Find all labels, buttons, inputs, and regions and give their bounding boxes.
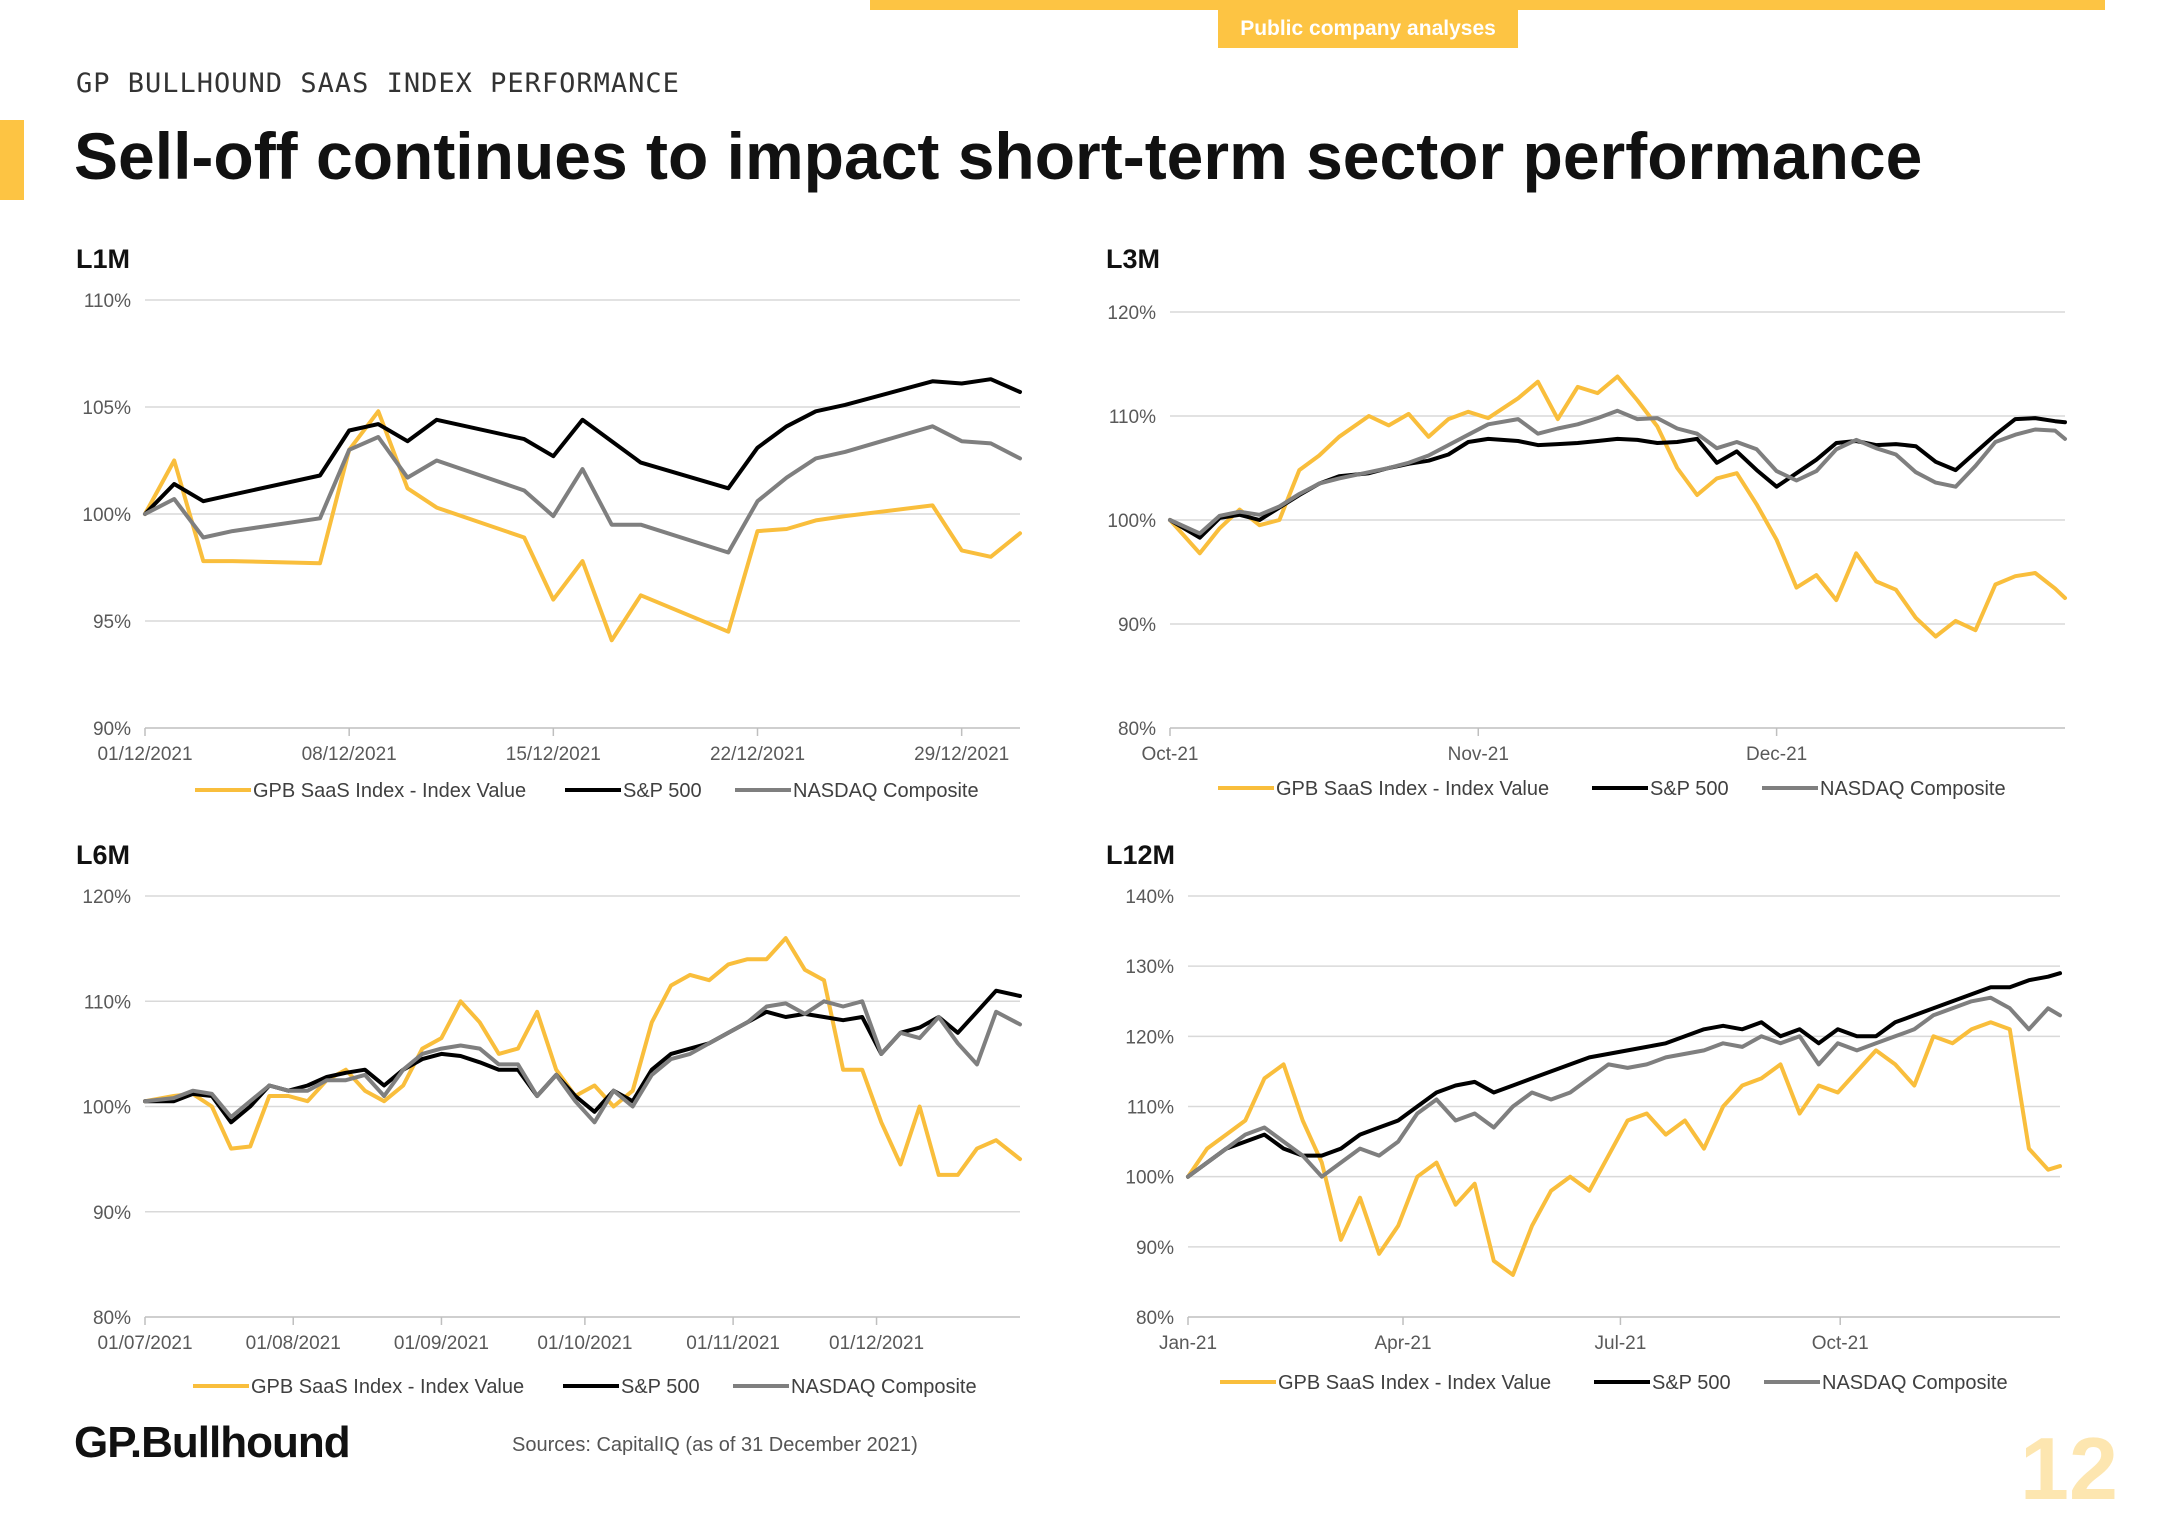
- page-number: 12: [2020, 1419, 2118, 1518]
- l12m-y-tick-label: 130%: [1125, 957, 1174, 978]
- l6m-y-tick-label: 80%: [93, 1308, 131, 1329]
- l6m-y-tick-label: 110%: [84, 992, 131, 1013]
- l6m-series-gpb-line: [143, 936, 1022, 1177]
- l3m-legend-sp500-label: S&P 500: [1650, 778, 1729, 800]
- l3m-series-gpb-line: [1168, 374, 2067, 639]
- l12m-y-tick-label: 140%: [1125, 887, 1174, 908]
- l6m-series-nasdaq-line: [143, 999, 1022, 1125]
- panel-label-l12m: L12M: [1106, 840, 1176, 870]
- l1m-x-tick-label: 22/12/2021: [710, 744, 805, 765]
- l6m-x-tick-label: 01/09/2021: [394, 1333, 489, 1354]
- l12m-legend-sp500-label: S&P 500: [1652, 1372, 1731, 1394]
- l6m-x-tick-label: 01/07/2021: [97, 1333, 192, 1354]
- l3m-y-tick-label: 80%: [1118, 719, 1156, 740]
- l6m-series-sp500-line: [143, 988, 1022, 1125]
- panel-label-l6m: L6M: [76, 840, 130, 870]
- l3m-x-tick-label: Oct-21: [1141, 744, 1198, 765]
- l6m-legend-sp500-label: S&P 500: [621, 1376, 700, 1398]
- l12m-x-tick-label: Jul-21: [1595, 1333, 1647, 1354]
- l6m-legend-gpb-label: GPB SaaS Index - Index Value: [251, 1376, 524, 1398]
- panel-label-l3m: L3M: [1106, 244, 1160, 274]
- l12m-x-tick-label: Apr-21: [1374, 1333, 1431, 1354]
- l12m-y-tick-label: 90%: [1136, 1238, 1174, 1259]
- top-accent-bar: [870, 0, 2105, 10]
- l1m-legend-sp500-label: S&P 500: [623, 780, 702, 802]
- l3m-y-tick-label: 90%: [1118, 615, 1156, 636]
- l12m-y-tick-label: 80%: [1136, 1308, 1174, 1329]
- l1m-y-tick-label: 95%: [93, 612, 131, 633]
- l1m-legend-gpb-label: GPB SaaS Index - Index Value: [253, 780, 526, 802]
- l3m-y-tick-label: 120%: [1107, 303, 1156, 324]
- l3m-legend-nasdaq-label: NASDAQ Composite: [1820, 778, 2006, 800]
- left-accent-bar: [0, 120, 24, 200]
- section-tag: Public company analyses: [1218, 10, 1518, 48]
- supertitle: GP BULLHOUND SAAS INDEX PERFORMANCE: [76, 68, 680, 99]
- l6m-x-tick-label: 01/08/2021: [246, 1333, 341, 1354]
- l12m-series-nasdaq-line: [1186, 995, 2062, 1179]
- l1m-legend-nasdaq-label: NASDAQ Composite: [793, 780, 979, 802]
- l1m-y-tick-label: 100%: [82, 505, 131, 526]
- l1m-y-tick-label: 105%: [82, 398, 131, 419]
- l3m-series-nasdaq-line: [1168, 408, 2067, 536]
- l6m-x-tick-label: 01/10/2021: [537, 1333, 632, 1354]
- page-title: Sell-off continues to impact short-term …: [74, 119, 1923, 193]
- l1m-y-tick-label: 110%: [84, 291, 131, 312]
- l1m-series-sp500-line: [143, 377, 1022, 516]
- l12m-y-tick-label: 100%: [1125, 1168, 1174, 1189]
- l3m-y-tick-label: 100%: [1107, 511, 1156, 532]
- l12m-x-tick-label: Jan-21: [1159, 1333, 1217, 1354]
- l3m-x-tick-label: Dec-21: [1746, 744, 1807, 765]
- l6m-legend-nasdaq-label: NASDAQ Composite: [791, 1376, 977, 1398]
- l6m-y-tick-label: 90%: [93, 1203, 131, 1224]
- l12m-x-tick-label: Oct-21: [1812, 1333, 1869, 1354]
- l1m-series-gpb-line: [143, 409, 1022, 643]
- l3m-legend-gpb-label: GPB SaaS Index - Index Value: [1276, 778, 1549, 800]
- l12m-legend-gpb-label: GPB SaaS Index - Index Value: [1278, 1372, 1551, 1394]
- l6m-y-tick-label: 120%: [82, 887, 131, 908]
- l6m-x-tick-label: 01/11/2021: [686, 1333, 780, 1354]
- sources-note: Sources: CapitalIQ (as of 31 December 20…: [512, 1434, 918, 1456]
- l3m-y-tick-label: 110%: [1109, 407, 1156, 428]
- l6m-x-tick-label: 01/12/2021: [829, 1333, 924, 1354]
- l1m-series-nasdaq-line: [143, 424, 1022, 555]
- l1m-x-tick-label: 15/12/2021: [506, 744, 601, 765]
- l6m-y-tick-label: 100%: [82, 1098, 131, 1119]
- l12m-series-gpb-line: [1186, 1020, 2062, 1277]
- l12m-y-tick-label: 120%: [1125, 1027, 1174, 1048]
- l12m-y-tick-label: 110%: [1127, 1098, 1174, 1119]
- l12m-series-sp500-line: [1186, 971, 2062, 1179]
- l1m-y-tick-label: 90%: [93, 719, 131, 740]
- l3m-x-tick-label: Nov-21: [1448, 744, 1509, 765]
- l12m-legend-nasdaq-label: NASDAQ Composite: [1822, 1372, 2008, 1394]
- l1m-x-tick-label: 08/12/2021: [302, 744, 397, 765]
- panel-label-l1m: L1M: [76, 244, 130, 274]
- l1m-x-tick-label: 01/12/2021: [97, 744, 192, 765]
- l1m-x-tick-label: 29/12/2021: [914, 744, 1009, 765]
- company-logo: GP.Bullhound: [74, 1418, 351, 1467]
